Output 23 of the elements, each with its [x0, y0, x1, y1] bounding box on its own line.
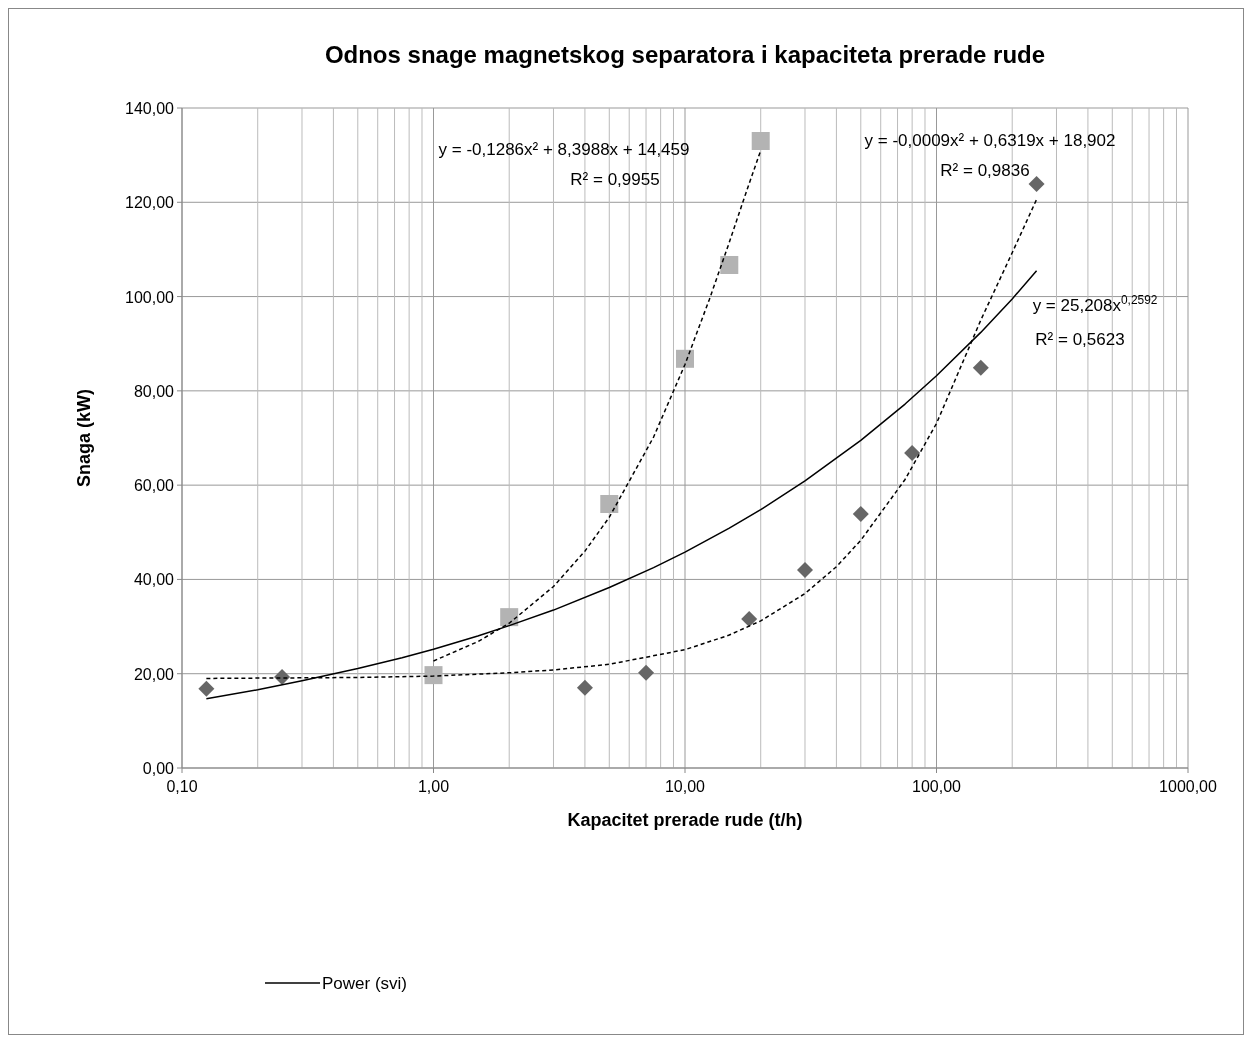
- annotation: y = 25,208x$^{0,2592}$: [1032, 293, 1158, 315]
- y-axis-title: Snaga (kW): [74, 388, 94, 488]
- x-tick-label: 1000,00: [1159, 778, 1218, 795]
- annotation: R² = 0,9955: [570, 170, 660, 189]
- legend-label: Power (svi): [322, 974, 408, 993]
- chart-title: Odnos snage magnetskog separatora i kapaciteta prerade rude: [324, 41, 1046, 68]
- annotation: y = -0,1286x² + 8,3988x + 14,459: [438, 140, 690, 159]
- x-tick-label: 100,00: [912, 778, 962, 795]
- y-tick-label: 20,00: [133, 665, 175, 683]
- x-tick-label: 0,10: [166, 778, 198, 795]
- annotation: y = -0,0009x² + 0,6319x + 18,902: [864, 131, 1116, 150]
- y-tick-label: 0,00: [142, 760, 175, 777]
- y-tick-label: 40,00: [133, 571, 175, 589]
- y-tick-label: 120,00: [125, 194, 175, 212]
- y-tick-label: 140,00: [125, 100, 175, 117]
- x-tick-label: 10,00: [664, 778, 706, 795]
- y-tick-label: 100,00: [125, 288, 175, 306]
- y-tick-label: 80,00: [133, 382, 175, 400]
- x-tick-label: 1,00: [417, 778, 450, 795]
- annotation: R² = 0,9836: [940, 161, 1030, 180]
- annotation: R² = 0,5623: [1035, 330, 1125, 349]
- x-axis-title: Kapacitet prerade rude (t/h): [567, 810, 803, 830]
- y-tick-label: 60,00: [133, 477, 175, 495]
